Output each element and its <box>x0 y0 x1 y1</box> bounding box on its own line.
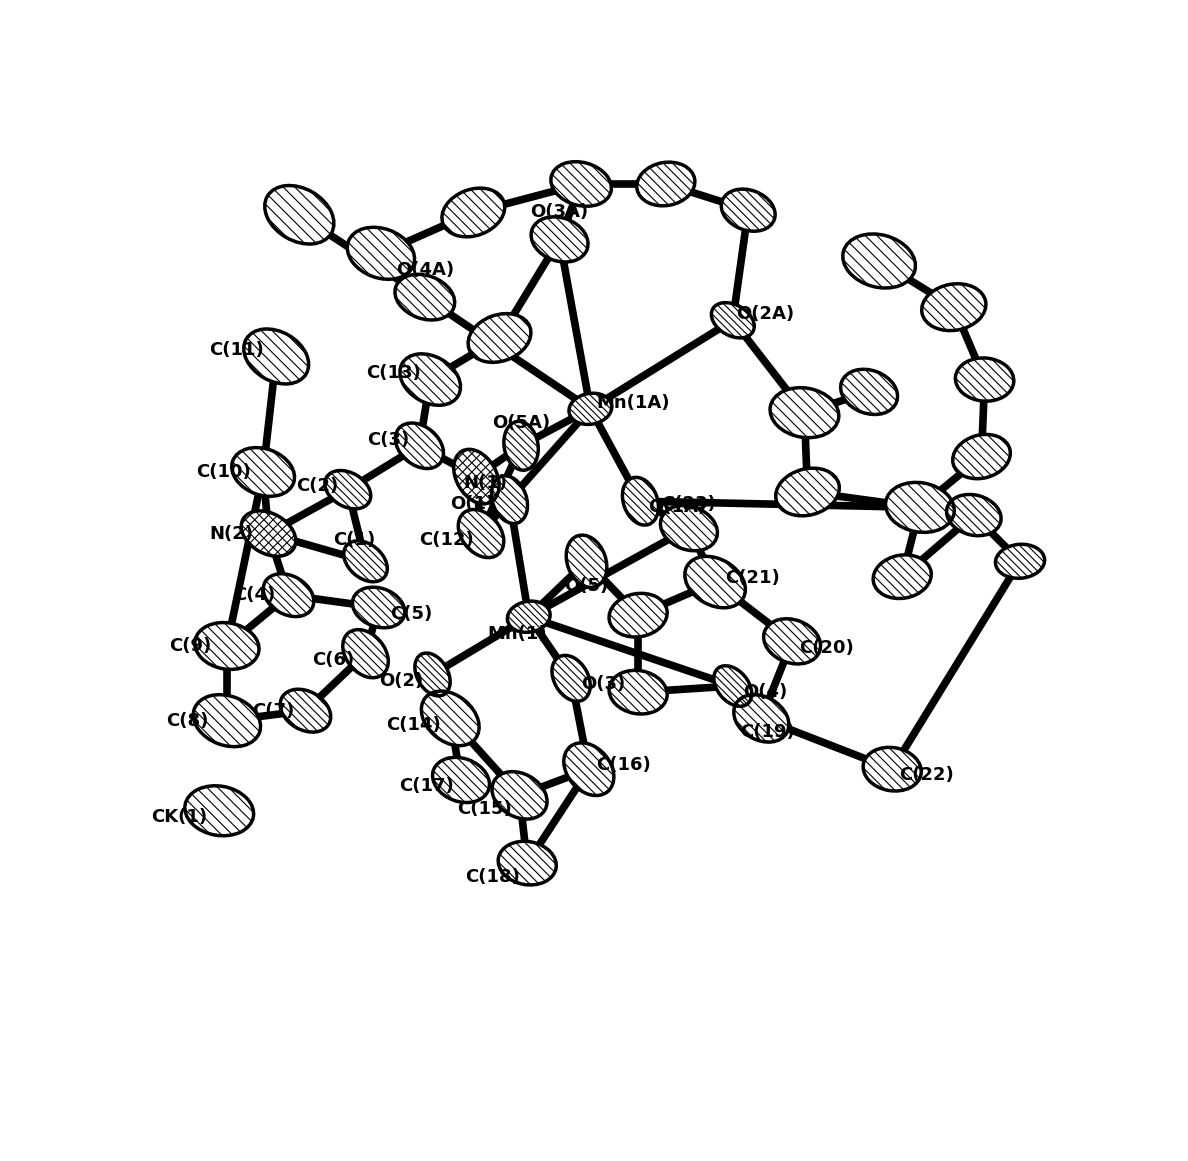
Ellipse shape <box>459 510 504 557</box>
Ellipse shape <box>885 482 954 533</box>
Ellipse shape <box>442 188 505 237</box>
Ellipse shape <box>264 574 314 616</box>
Ellipse shape <box>712 303 754 338</box>
Text: C(9): C(9) <box>169 637 211 655</box>
Ellipse shape <box>873 555 931 599</box>
Text: C(13): C(13) <box>366 365 421 382</box>
Text: O(5A): O(5A) <box>492 413 550 432</box>
Ellipse shape <box>454 449 499 504</box>
Ellipse shape <box>609 593 668 637</box>
Ellipse shape <box>637 163 695 205</box>
Ellipse shape <box>864 748 921 791</box>
Ellipse shape <box>569 394 612 425</box>
Ellipse shape <box>422 691 479 745</box>
Ellipse shape <box>415 652 450 695</box>
Text: N(1): N(1) <box>463 474 507 492</box>
Ellipse shape <box>947 495 1001 535</box>
Ellipse shape <box>764 619 821 664</box>
Text: O(3): O(3) <box>581 676 626 693</box>
Text: C(10): C(10) <box>196 463 251 481</box>
Ellipse shape <box>776 468 839 515</box>
Text: C(3): C(3) <box>367 431 410 448</box>
Ellipse shape <box>324 470 371 509</box>
Ellipse shape <box>468 313 531 362</box>
Ellipse shape <box>507 601 550 633</box>
Ellipse shape <box>996 545 1044 578</box>
Ellipse shape <box>531 217 588 262</box>
Text: C(14): C(14) <box>386 715 441 734</box>
Ellipse shape <box>567 535 607 587</box>
Ellipse shape <box>280 690 330 733</box>
Ellipse shape <box>623 477 658 525</box>
Text: C(15): C(15) <box>457 800 512 819</box>
Ellipse shape <box>721 189 775 231</box>
Text: C(7): C(7) <box>252 701 295 720</box>
Text: C(5): C(5) <box>390 605 432 622</box>
Ellipse shape <box>244 329 309 384</box>
Ellipse shape <box>734 694 789 742</box>
Ellipse shape <box>343 541 387 582</box>
Text: C(22): C(22) <box>899 766 954 785</box>
Ellipse shape <box>498 842 556 885</box>
Text: O(4): O(4) <box>742 683 788 701</box>
Ellipse shape <box>343 629 388 678</box>
Text: C(6): C(6) <box>312 651 354 669</box>
Ellipse shape <box>396 423 443 469</box>
Text: C(20): C(20) <box>800 639 854 656</box>
Text: C(12): C(12) <box>419 531 474 549</box>
Text: C(19): C(19) <box>740 723 795 741</box>
Text: O(2A): O(2A) <box>737 305 795 323</box>
Ellipse shape <box>551 161 612 207</box>
Ellipse shape <box>241 511 296 556</box>
Ellipse shape <box>922 283 986 331</box>
Text: O(1A): O(1A) <box>649 498 707 517</box>
Text: C(11): C(11) <box>209 341 264 359</box>
Ellipse shape <box>265 186 334 244</box>
Ellipse shape <box>347 228 415 280</box>
Ellipse shape <box>394 274 455 320</box>
Ellipse shape <box>432 757 489 802</box>
Ellipse shape <box>714 665 752 706</box>
Text: C(18): C(18) <box>466 868 520 886</box>
Ellipse shape <box>194 694 260 747</box>
Text: C(16): C(16) <box>596 756 651 774</box>
Ellipse shape <box>552 655 590 701</box>
Text: O(5): O(5) <box>564 577 608 594</box>
Text: O(3A): O(3A) <box>531 203 588 222</box>
Ellipse shape <box>770 388 839 438</box>
Ellipse shape <box>841 369 898 414</box>
Ellipse shape <box>842 235 916 288</box>
Text: O(1): O(1) <box>450 495 494 512</box>
Ellipse shape <box>492 772 546 819</box>
Text: Mn(1A): Mn(1A) <box>596 394 670 412</box>
Text: N(2): N(2) <box>209 525 253 542</box>
Text: O(2): O(2) <box>380 671 424 690</box>
Ellipse shape <box>955 358 1013 402</box>
Text: C(17): C(17) <box>399 777 454 795</box>
Text: O(4A): O(4A) <box>396 261 454 279</box>
Ellipse shape <box>661 505 718 550</box>
Ellipse shape <box>504 421 538 470</box>
Ellipse shape <box>684 556 745 608</box>
Text: C(4): C(4) <box>233 586 274 604</box>
Text: C(23): C(23) <box>662 495 716 512</box>
Ellipse shape <box>232 448 295 496</box>
Ellipse shape <box>953 434 1010 478</box>
Ellipse shape <box>609 670 668 714</box>
Text: C(8): C(8) <box>165 712 208 729</box>
Ellipse shape <box>564 743 614 795</box>
Ellipse shape <box>492 476 527 524</box>
Ellipse shape <box>185 786 253 836</box>
Text: C(21): C(21) <box>725 569 779 587</box>
Text: Mn(1): Mn(1) <box>487 625 546 643</box>
Ellipse shape <box>195 622 259 670</box>
Text: C(1): C(1) <box>333 531 375 549</box>
Ellipse shape <box>353 587 405 628</box>
Ellipse shape <box>400 354 461 405</box>
Text: C(2): C(2) <box>296 477 339 495</box>
Text: CK(1): CK(1) <box>151 808 207 825</box>
